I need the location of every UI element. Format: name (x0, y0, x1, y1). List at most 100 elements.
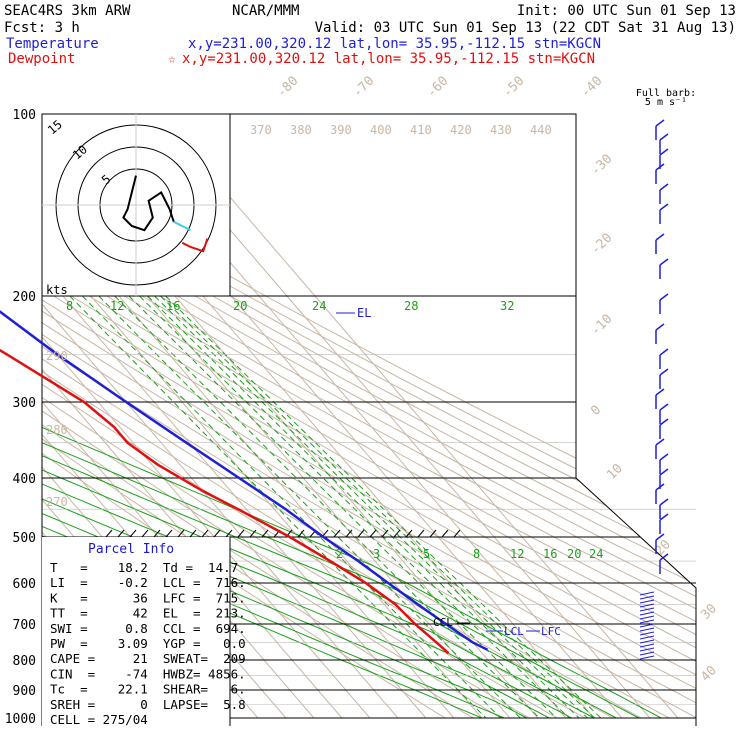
theta-label: 420 (450, 123, 472, 137)
wind-barb-flag (655, 483, 665, 491)
hodograph-trace-lower (122, 175, 175, 232)
wind-barb-flag (659, 258, 669, 266)
wind-barb-flag (659, 293, 669, 301)
wind-barb-staff (639, 607, 655, 612)
temperature-label: -20 (588, 231, 615, 258)
level-hatch-mark (129, 529, 137, 538)
hodograph-trace-middle (173, 220, 192, 232)
pressure-label: 1000 (5, 712, 36, 727)
level-hatch-mark (213, 529, 221, 538)
level-hatch-mark (225, 529, 233, 538)
mixing-ratio-label: 24 (589, 547, 603, 561)
parcel-info-row: TT = 42 EL = 213. (50, 606, 246, 621)
level-hatch-mark (261, 529, 269, 538)
el-label: EL (357, 306, 371, 320)
wind-barb-column (639, 119, 669, 660)
wind-barb-flag (655, 533, 665, 541)
pressure-label: 900 (13, 684, 36, 699)
temperature-label: 30 (698, 601, 720, 623)
pressure-label: 700 (13, 618, 36, 633)
wind-barb-flag (659, 498, 669, 506)
wind-barb-staff (639, 619, 655, 624)
mixing-ratio-label: 20 (567, 547, 581, 561)
wind-barb-flag (659, 468, 669, 476)
mixing-ratio-label: 5 (423, 547, 430, 561)
wind-barb-staff (639, 647, 655, 652)
wind-barb-flag (655, 119, 665, 127)
temperature-label: 40 (698, 663, 720, 685)
wind-barb-flag (659, 418, 669, 426)
wind-barb-staff (639, 611, 655, 616)
temperature-station-info: x,y=231.00,320.12 lat,lon= 35.95,-112.15… (188, 36, 601, 52)
temperature-legend: Temperature (6, 36, 99, 52)
lfc-label: LFC (541, 625, 561, 638)
dewpoint-station-info: x,y=231.00,320.12 lat,lon= 35.95,-112.15… (182, 51, 595, 67)
wind-barb-staff (639, 615, 655, 620)
model-title: SEAC4RS 3km ARW (4, 3, 131, 19)
temperature-label: -10 (588, 312, 615, 339)
wind-barb-flag (659, 148, 669, 156)
level-hatch-mark (429, 529, 437, 538)
level-hatch-mark (345, 529, 353, 538)
wind-barb-staff (639, 595, 655, 600)
level-hatch-mark (333, 529, 341, 538)
mixing-ratio-label: 16 (166, 299, 180, 313)
theta-label: 380 (290, 123, 312, 137)
forecast-hour: Fcst: 3 h (4, 20, 80, 36)
parcel-info-row: Tc = 22.1 SHEAR= 6. (50, 682, 246, 697)
dewpoint-marker-icon: ☆ (168, 52, 176, 67)
lcl-label: LCL (504, 625, 524, 638)
mixing-ratio-label: 28 (404, 299, 418, 313)
pressure-label: 500 (13, 531, 36, 546)
temperature-label: 10 (604, 461, 626, 483)
level-hatch-mark (393, 529, 401, 538)
mixing-ratio-label: 8 (473, 547, 480, 561)
wind-barb-staff (639, 591, 655, 596)
mixing-ratio-label: 16 (543, 547, 557, 561)
level-hatch-mark (177, 529, 185, 538)
temperature-label: -70 (350, 74, 377, 101)
dewpoint-legend: Dewpoint (8, 51, 75, 67)
parcel-info-row: K = 36 LFC = 715. (50, 590, 246, 605)
wind-barb-flag (659, 553, 669, 561)
mixing-ratio-label: 8 (66, 299, 73, 313)
level-hatch-mark (201, 529, 209, 538)
pressure-label: 200 (13, 290, 36, 305)
wind-barb-staff (639, 643, 655, 648)
pressure-label: 100 (13, 108, 36, 123)
temperature-label: -40 (578, 74, 605, 101)
level-hatch-mark (165, 529, 173, 538)
isotherm-line (42, 114, 427, 719)
mixing-ratio-label: 12 (510, 547, 524, 561)
level-hatch-mark (417, 529, 425, 538)
mixing-ratio-label: 12 (110, 299, 124, 313)
wind-barb-flag (659, 183, 669, 191)
parcel-info-row: CELL = 275/04 (50, 712, 148, 727)
hodograph-trace-upper (181, 238, 209, 253)
level-hatch-mark (237, 529, 245, 538)
level-hatch-mark (441, 529, 449, 538)
isotherm-line (42, 114, 455, 719)
barb-legend-title: Full barb: (636, 88, 696, 99)
wind-barb-flag (655, 388, 665, 396)
wind-barb-flag (655, 438, 665, 446)
temperature-label: -80 (274, 74, 301, 101)
hodograph-units: kts (46, 283, 68, 297)
theta-label: 390 (330, 123, 352, 137)
theta-label: 290 (46, 349, 68, 363)
mixing-ratio-line (147, 295, 580, 719)
wind-barb-staff (639, 639, 655, 644)
mixing-ratio-label: 24 (312, 299, 326, 313)
dewpoint-profile (0, 348, 450, 655)
pressure-axis-labels: 100 200 300 400 500 600 700 800 900 1000 (5, 108, 36, 727)
wind-barb-flag (659, 348, 669, 356)
level-hatch-mark (141, 529, 149, 538)
parcel-info-panel: Parcel Info T = 18.2 Td = 14.7LI = -0.2 … (42, 537, 246, 727)
wind-barb-staff (639, 655, 655, 660)
wind-barb-flag (659, 453, 669, 461)
theta-label: 280 (46, 423, 68, 437)
level-hatch-mark (249, 529, 257, 538)
parcel-info-background (42, 537, 230, 726)
level-hatch-mark (189, 529, 197, 538)
wind-barb-flag (659, 203, 669, 211)
